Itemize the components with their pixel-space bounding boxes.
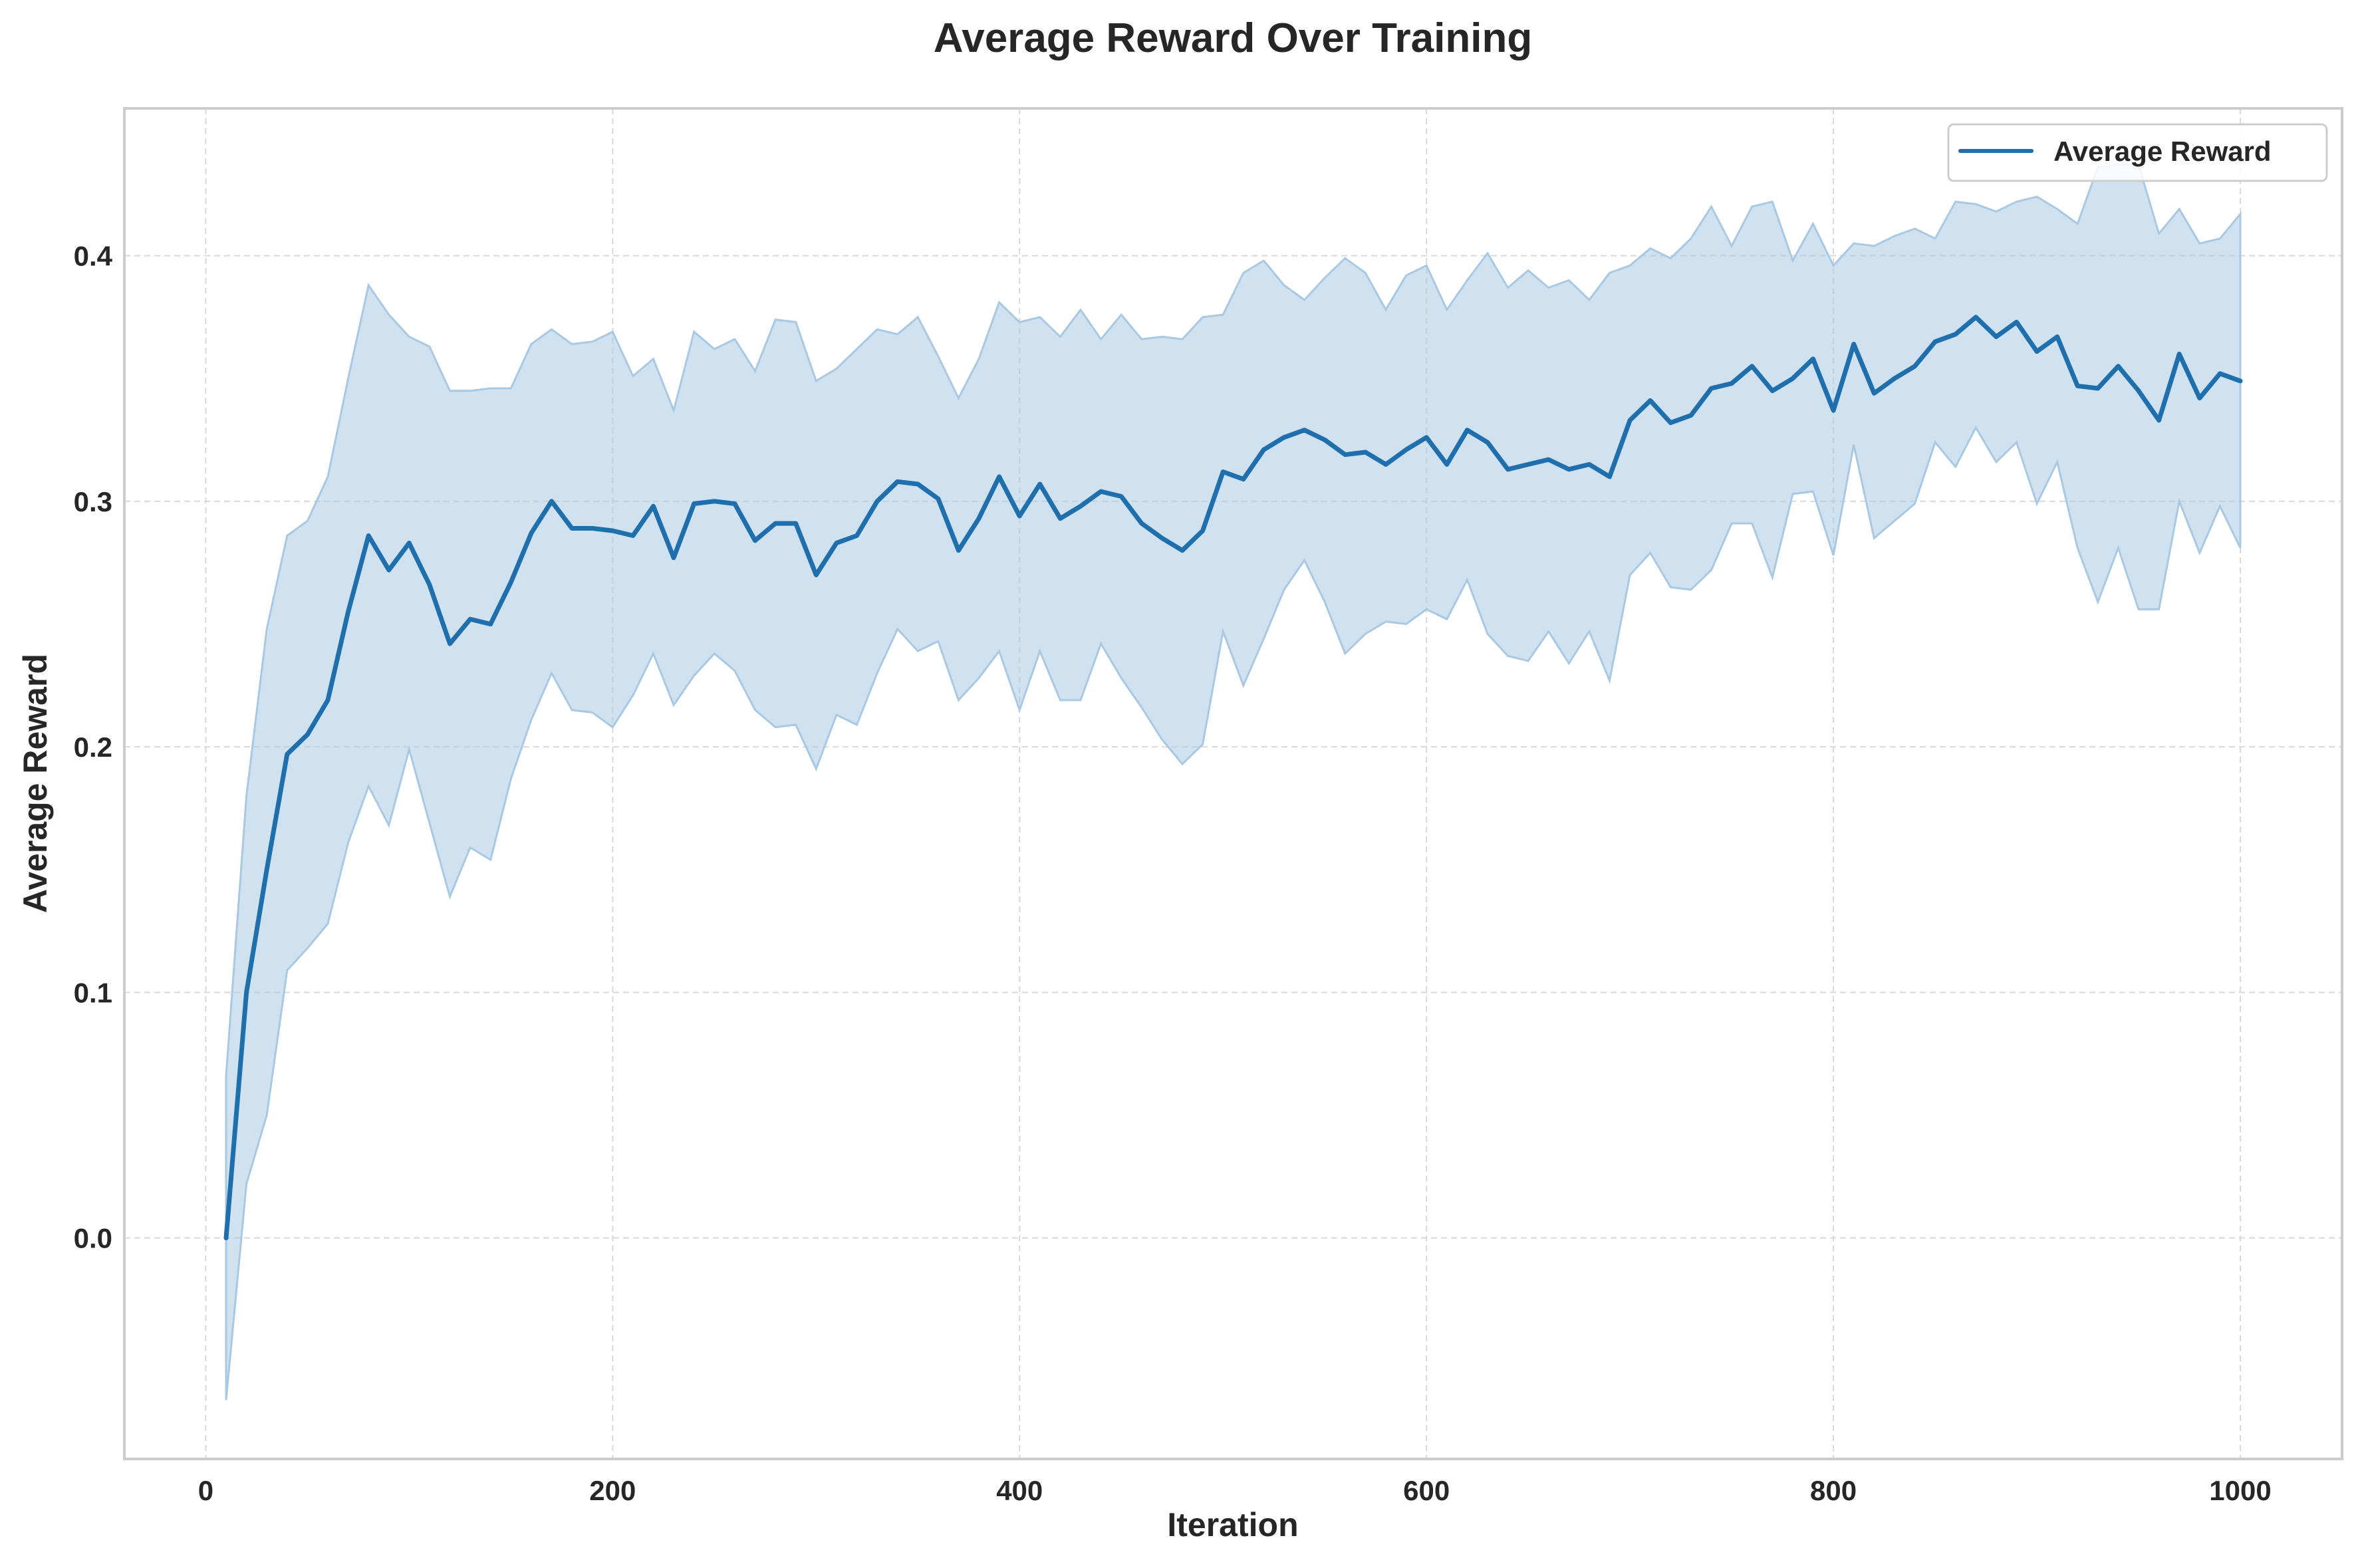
confidence-band [225, 164, 2242, 1400]
y-tick-label: 0.0 [74, 1223, 112, 1254]
x-axis-label: Iteration [1167, 1506, 1298, 1543]
x-tick-label: 0 [198, 1475, 213, 1506]
y-tick-label: 0.3 [74, 486, 112, 517]
x-axis-ticks: 0 200 400 600 800 1000 [198, 1475, 2272, 1506]
x-tick-label: 400 [996, 1475, 1043, 1506]
plot-frame [123, 107, 2343, 1460]
series-line-average-reward [223, 315, 2243, 1241]
x-tick-label: 600 [1403, 1475, 1450, 1506]
y-axis-label: Average Reward [17, 654, 54, 913]
legend-entry-average-reward: Average Reward [2053, 136, 2272, 167]
legend-box [1947, 123, 2328, 182]
x-tick-label: 800 [1810, 1475, 1857, 1506]
y-axis-ticks: 0.0 0.1 0.2 0.3 0.4 [74, 241, 113, 1254]
confidence-band-area [225, 164, 2242, 1400]
legend: Average Reward [1947, 123, 2328, 182]
series-lines [223, 315, 2243, 1241]
x-tick-label: 1000 [2209, 1475, 2271, 1506]
y-tick-label: 0.1 [74, 977, 112, 1008]
chart-title: Average Reward Over Training [934, 15, 1532, 61]
y-tick-label: 0.4 [74, 241, 113, 272]
y-tick-label: 0.2 [74, 731, 112, 763]
x-tick-label: 200 [589, 1475, 636, 1506]
